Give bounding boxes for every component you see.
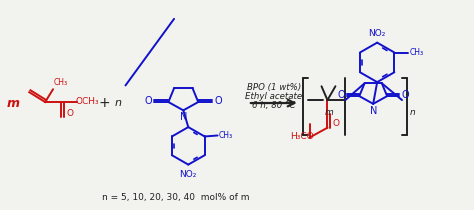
Text: O: O <box>145 96 153 106</box>
Text: NO₂: NO₂ <box>180 169 197 178</box>
Text: n = 5, 10, 20, 30, 40  mol% of m: n = 5, 10, 20, 30, 40 mol% of m <box>101 193 249 202</box>
Text: m: m <box>325 108 334 117</box>
Text: O: O <box>338 90 346 100</box>
Text: n: n <box>410 108 416 117</box>
Text: NO₂: NO₂ <box>368 29 386 38</box>
Text: CH₃: CH₃ <box>54 78 68 87</box>
Text: 6 h, 80 °C: 6 h, 80 °C <box>252 101 295 110</box>
Text: +: + <box>99 96 110 110</box>
Text: m: m <box>6 97 19 110</box>
Text: O: O <box>214 96 222 106</box>
Text: H₃CO: H₃CO <box>290 132 313 141</box>
Text: O: O <box>66 109 73 118</box>
Text: N: N <box>370 106 377 116</box>
Text: CH₃: CH₃ <box>410 48 423 57</box>
Text: O: O <box>401 90 409 100</box>
Text: N: N <box>180 112 187 122</box>
Text: O: O <box>332 119 339 128</box>
Text: n: n <box>115 98 122 108</box>
Text: CH₃: CH₃ <box>219 131 233 140</box>
Text: OCH₃: OCH₃ <box>76 97 100 106</box>
Text: BPO (1 wt%): BPO (1 wt%) <box>246 83 301 92</box>
Text: Ethyl acetate: Ethyl acetate <box>245 92 302 101</box>
